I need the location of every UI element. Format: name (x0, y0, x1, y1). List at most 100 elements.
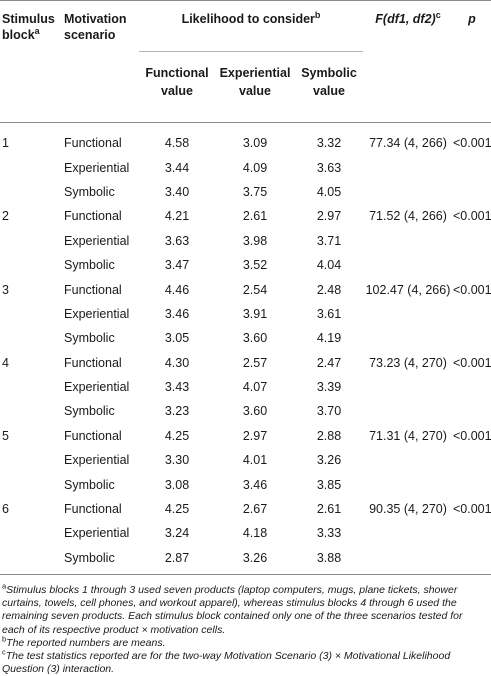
cell-f-statistic (363, 448, 453, 472)
cell-stimulus-block: 4 (2, 355, 9, 370)
cell-p-value (453, 302, 491, 326)
cell-f-statistic (363, 545, 453, 576)
table-row: Symbolic 3.23 3.60 3.70 (0, 399, 491, 423)
footnote-a: aStimulus blocks 1 through 3 used seven … (2, 581, 463, 636)
cell-experiential-value: 4.07 (242, 380, 268, 395)
cell-functional-value: 3.08 (164, 477, 190, 492)
cell-functional-value: 4.21 (164, 209, 190, 224)
cell-p-value: <0.001 (453, 209, 491, 224)
cell-p-value (453, 229, 491, 253)
cell-f-statistic (363, 521, 453, 545)
cell-p-value (453, 399, 491, 423)
table-row: 6 Functional 4.25 2.67 2.61 90.35 (4, 270) <0.… (0, 497, 491, 521)
cell-stimulus-block: 3 (2, 282, 9, 297)
cell-f-statistic (363, 229, 453, 253)
table-row: 1 Functional 4.58 3.09 3.32 77.34 (4, 266) <0.… (0, 123, 491, 156)
cell-experiential-value: 3.52 (242, 258, 268, 273)
cell-stimulus-block (0, 253, 62, 277)
cell-functional-value: 2.87 (139, 545, 215, 576)
table-row: Symbolic 3.08 3.46 3.85 (0, 472, 491, 496)
cell-experiential-value: 2.97 (242, 428, 268, 443)
cell-stimulus-block (0, 326, 62, 350)
cell-stimulus-block: 6 (2, 502, 9, 517)
cell-symbolic-value: 3.26 (316, 453, 342, 468)
cell-symbolic-value: 3.88 (295, 545, 363, 576)
cell-stimulus-block (0, 545, 62, 576)
cell-p-value: <0.001 (453, 282, 491, 297)
cell-f-statistic (363, 326, 453, 350)
table-row: Symbolic 2.87 3.26 3.88 (0, 545, 491, 576)
cell-experiential-value: 3.09 (242, 136, 268, 151)
cell-functional-value: 3.24 (164, 526, 190, 541)
footnote-c: cThe test statistics reported are for th… (2, 647, 451, 676)
cell-motivation-scenario: Experiential (64, 160, 130, 175)
cell-stimulus-block: 5 (2, 428, 9, 443)
cell-symbolic-value: 4.05 (316, 184, 342, 199)
cell-stimulus-block (0, 472, 62, 496)
table-header: Stimulus blocka Motivation scenario Like… (0, 0, 491, 123)
cell-motivation-scenario: Symbolic (64, 258, 115, 273)
cell-motivation-scenario: Symbolic (64, 184, 115, 199)
cell-f-statistic (363, 472, 453, 496)
cell-functional-value: 3.44 (164, 160, 190, 175)
cell-stimulus-block (0, 229, 62, 253)
cell-p-value (453, 375, 491, 399)
cell-symbolic-value: 3.32 (316, 136, 342, 151)
table-row: 5 Functional 4.25 2.97 2.88 71.31 (4, 270) <0.… (0, 424, 491, 448)
cell-f-statistic: 71.31 (4, 270) (369, 428, 447, 443)
table-row: Experiential 3.46 3.91 3.61 (0, 302, 491, 326)
table-row: Experiential 3.63 3.98 3.71 (0, 229, 491, 253)
cell-motivation-scenario: Functional (64, 209, 122, 224)
cell-experiential-value: 4.18 (242, 526, 268, 541)
header-p-value: p (468, 12, 476, 26)
cell-symbolic-value: 3.85 (316, 477, 342, 492)
cell-stimulus-block (0, 180, 62, 204)
cell-f-statistic: 73.23 (4, 270) (369, 355, 447, 370)
cell-symbolic-value: 3.63 (316, 160, 342, 175)
cell-f-statistic (363, 375, 453, 399)
cell-symbolic-value: 3.71 (316, 233, 342, 248)
cell-experiential-value: 4.01 (242, 453, 268, 468)
cell-functional-value: 4.25 (164, 428, 190, 443)
cell-f-statistic: 71.52 (4, 266) (369, 209, 447, 224)
cell-p-value: <0.001 (453, 428, 491, 443)
cell-stimulus-block (0, 155, 62, 179)
cell-functional-value: 4.30 (164, 355, 190, 370)
cell-stimulus-block (0, 375, 62, 399)
cell-motivation-scenario: Symbolic (64, 331, 115, 346)
cell-p-value: <0.001 (453, 355, 491, 370)
cell-f-statistic (363, 155, 453, 179)
header-stimulus-block: Stimulus blocka (2, 12, 55, 42)
cell-experiential-value: 2.54 (242, 282, 268, 297)
cell-p-value (453, 155, 491, 179)
table-row: Symbolic 3.40 3.75 4.05 (0, 180, 491, 204)
cell-motivation-scenario: Experiential (64, 306, 130, 321)
cell-motivation-scenario: Experiential (64, 526, 130, 541)
cell-functional-value: 3.63 (164, 233, 190, 248)
cell-functional-value: 3.40 (164, 184, 190, 199)
cell-f-statistic: 90.35 (4, 270) (369, 502, 447, 517)
cell-experiential-value: 3.26 (215, 545, 295, 576)
header-symbolic-value: Symbolic value (295, 51, 363, 122)
cell-motivation-scenario: Functional (64, 428, 122, 443)
cell-experiential-value: 3.75 (242, 184, 268, 199)
results-table: Stimulus blocka Motivation scenario Like… (0, 0, 491, 576)
cell-experiential-value: 4.09 (242, 160, 268, 175)
cell-experiential-value: 3.91 (242, 306, 268, 321)
header-functional-value: Functional value (139, 51, 215, 122)
header-likelihood: Likelihood to considerb (181, 9, 321, 26)
cell-functional-value: 3.30 (164, 453, 190, 468)
cell-functional-value: 3.46 (164, 306, 190, 321)
cell-symbolic-value: 4.19 (316, 331, 342, 346)
table-row: Symbolic 3.47 3.52 4.04 (0, 253, 491, 277)
cell-functional-value: 4.46 (164, 282, 190, 297)
cell-p-value (453, 180, 491, 204)
cell-p-value: <0.001 (453, 502, 491, 517)
cell-motivation-scenario: Symbolic (62, 545, 139, 576)
cell-experiential-value: 2.57 (242, 355, 268, 370)
table-row: Experiential 3.30 4.01 3.26 (0, 448, 491, 472)
cell-motivation-scenario: Symbolic (64, 404, 115, 419)
cell-symbolic-value: 2.97 (316, 209, 342, 224)
cell-functional-value: 4.25 (164, 502, 190, 517)
